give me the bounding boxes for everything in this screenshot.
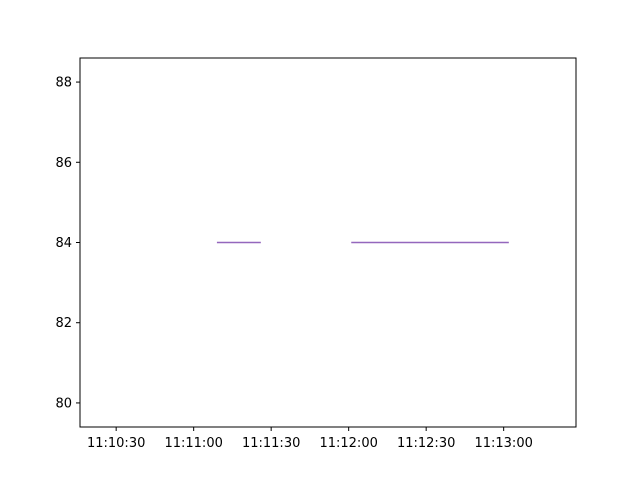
- y-tick-label: 80: [55, 396, 72, 411]
- x-tick-label: 11:12:00: [319, 436, 377, 451]
- y-tick-label: 82: [55, 316, 72, 331]
- x-tick-label: 11:12:30: [397, 436, 455, 451]
- y-axis: 80 82 84 86 88: [55, 76, 80, 411]
- x-axis: 11:10:30 11:11:00 11:11:30 11:12:00 11:12:30…: [87, 427, 533, 451]
- y-tick-label: 84: [55, 236, 72, 251]
- x-tick-label: 11:11:30: [242, 436, 300, 451]
- x-tick-label: 11:11:00: [164, 436, 222, 451]
- y-tick-label: 88: [55, 76, 72, 91]
- x-tick-label: 11:13:00: [474, 436, 532, 451]
- x-tick-label: 11:10:30: [87, 436, 145, 451]
- y-tick-label: 86: [55, 156, 72, 171]
